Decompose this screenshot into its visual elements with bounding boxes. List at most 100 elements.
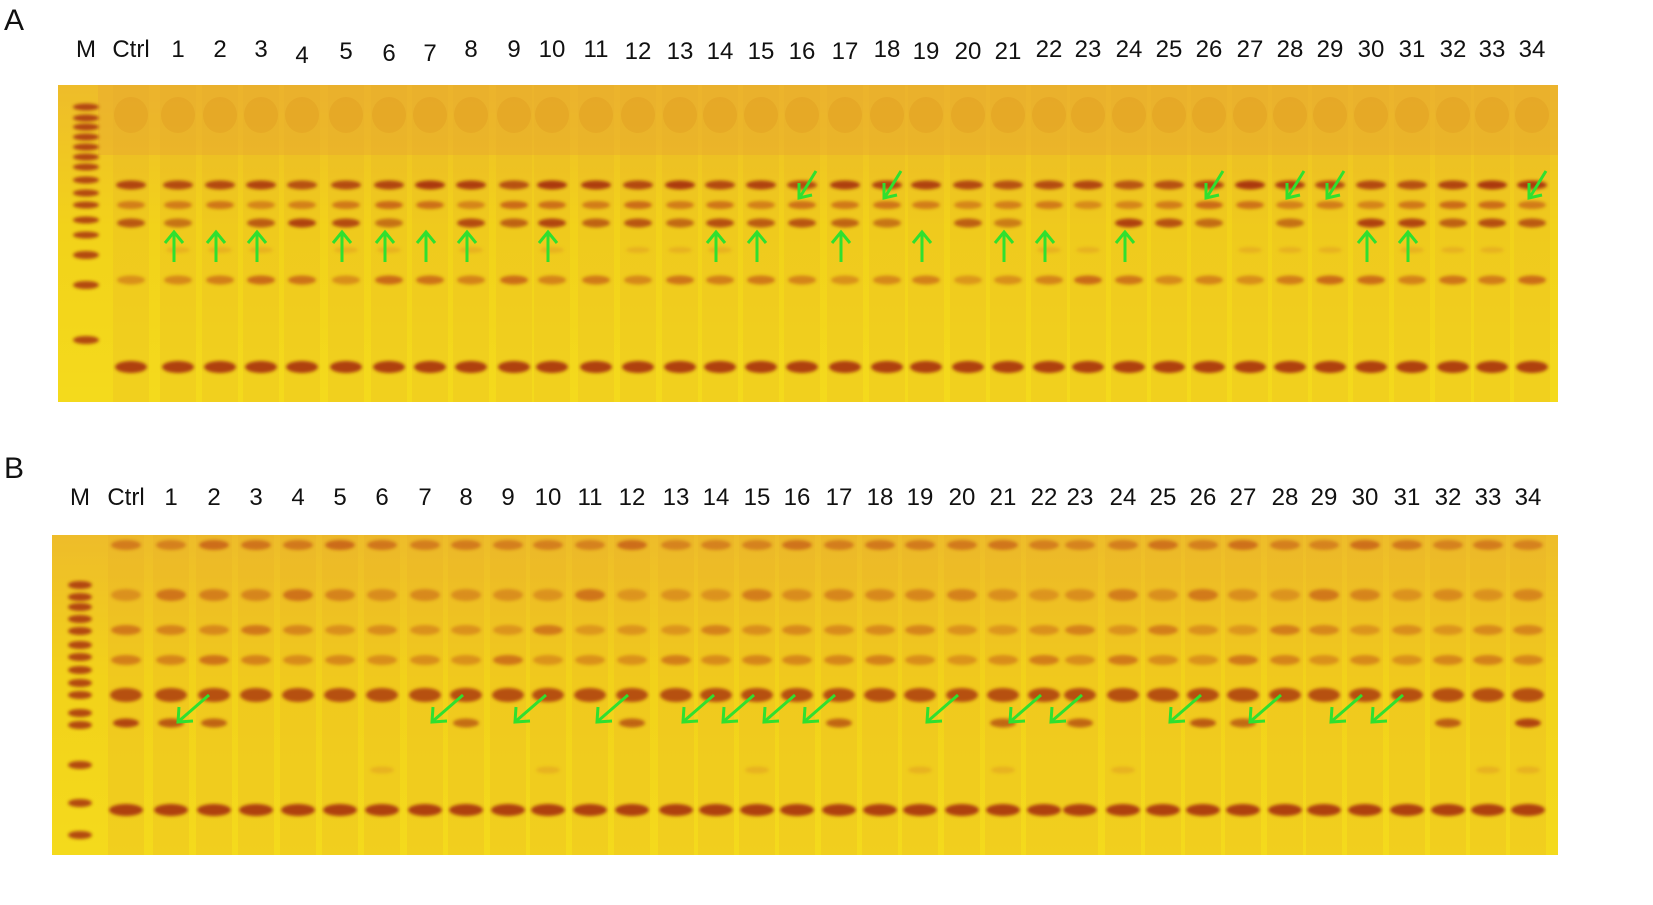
- gel-band: [788, 218, 816, 228]
- gel-band: [1512, 688, 1544, 702]
- lane-label: 2: [213, 36, 227, 63]
- gel-band: [991, 766, 1015, 774]
- gel-band: [699, 804, 733, 816]
- gel-band: [741, 688, 773, 702]
- lane-label: 25: [1149, 484, 1177, 511]
- gel-a-svg: [58, 85, 1558, 402]
- gel-band: [582, 275, 610, 285]
- gel-band: [68, 831, 92, 839]
- up-arrow-icon: [1114, 229, 1136, 262]
- gel-band: [582, 201, 610, 209]
- gel-band: [747, 201, 775, 209]
- gel-band: [1513, 655, 1543, 665]
- gel-band: [113, 718, 139, 728]
- lane-label: 1: [171, 36, 185, 63]
- gel-well: [1273, 97, 1307, 133]
- gel-band: [824, 589, 854, 601]
- down-left-arrow-icon: [1370, 693, 1404, 724]
- gel-image-a: [58, 85, 1558, 402]
- gel-band: [156, 625, 186, 635]
- gel-band: [68, 721, 92, 729]
- gel-band: [1433, 625, 1463, 635]
- gel-band: [68, 691, 92, 699]
- lane-label: 12: [624, 38, 652, 65]
- gel-band: [1308, 688, 1340, 702]
- gel-band: [1518, 275, 1546, 285]
- gel-band: [116, 180, 146, 190]
- gel-band: [1478, 218, 1506, 228]
- gel-band: [245, 361, 277, 373]
- gel-band: [871, 361, 903, 373]
- gel-band: [992, 361, 1024, 373]
- gel-band: [1473, 625, 1503, 635]
- lane-label: 30: [1357, 36, 1385, 63]
- gel-band: [1316, 275, 1344, 285]
- lane-label: 17: [825, 484, 853, 511]
- gel-band: [493, 540, 523, 550]
- lane-label: 15: [743, 484, 771, 511]
- gel-band: [500, 201, 528, 209]
- gel-band: [700, 688, 732, 702]
- gel-band: [1195, 275, 1223, 285]
- gel-band: [68, 593, 92, 601]
- gel-band: [1067, 718, 1093, 728]
- gel-band: [1115, 201, 1143, 209]
- gel-band: [199, 540, 229, 550]
- gel-band: [1065, 655, 1095, 665]
- gel-lane: [578, 85, 614, 402]
- gel-band: [1350, 655, 1380, 665]
- lane-label: 10: [538, 36, 566, 63]
- gel-well: [1515, 97, 1549, 133]
- gel-band: [661, 625, 691, 635]
- gel-band: [1439, 218, 1467, 228]
- gel-band: [533, 540, 563, 550]
- gel-band: [1316, 201, 1344, 209]
- lane-label: 16: [788, 38, 816, 65]
- up-arrow-icon: [537, 229, 559, 262]
- gel-band: [492, 688, 524, 702]
- gel-band: [905, 625, 935, 635]
- panel-letter-a: A: [4, 4, 25, 37]
- lane-label: 20: [954, 38, 982, 65]
- gel-band: [536, 361, 568, 373]
- up-arrow-icon: [1397, 229, 1419, 262]
- gel-band: [73, 176, 99, 184]
- gel-band: [415, 180, 445, 190]
- gel-band: [1276, 218, 1304, 228]
- gel-band: [154, 804, 188, 816]
- gel-band: [1396, 361, 1428, 373]
- lane-label: 31: [1393, 484, 1421, 511]
- gel-lane: [869, 85, 905, 402]
- gel-band: [1473, 540, 1503, 550]
- gel-band: [1236, 201, 1264, 209]
- gel-band: [414, 361, 446, 373]
- gel-well: [1233, 97, 1267, 133]
- gel-band: [281, 804, 315, 816]
- gel-band: [626, 247, 650, 253]
- lane-label: 33: [1478, 36, 1506, 63]
- lane-label: 18: [866, 484, 894, 511]
- gel-band: [68, 653, 92, 661]
- gel-band: [111, 540, 141, 550]
- gel-band: [247, 201, 275, 209]
- gel-band: [449, 804, 483, 816]
- gel-well: [870, 97, 904, 133]
- gel-band: [905, 655, 935, 665]
- gel-band: [282, 688, 314, 702]
- lane-label: 9: [501, 484, 515, 511]
- lane-label: 5: [333, 484, 347, 511]
- gel-band: [665, 180, 695, 190]
- lane-label: 23: [1066, 484, 1094, 511]
- gel-band: [580, 361, 612, 373]
- lane-label: 30: [1351, 484, 1379, 511]
- gel-band: [1275, 180, 1305, 190]
- gel-band: [166, 247, 190, 253]
- down-left-arrow-icon: [721, 693, 755, 724]
- gel-band: [908, 766, 932, 774]
- gel-band: [540, 247, 564, 253]
- gel-band: [987, 688, 1019, 702]
- gel-band: [1392, 655, 1422, 665]
- gel-band: [701, 655, 731, 665]
- gel-band: [451, 589, 481, 601]
- gel-band: [117, 218, 145, 228]
